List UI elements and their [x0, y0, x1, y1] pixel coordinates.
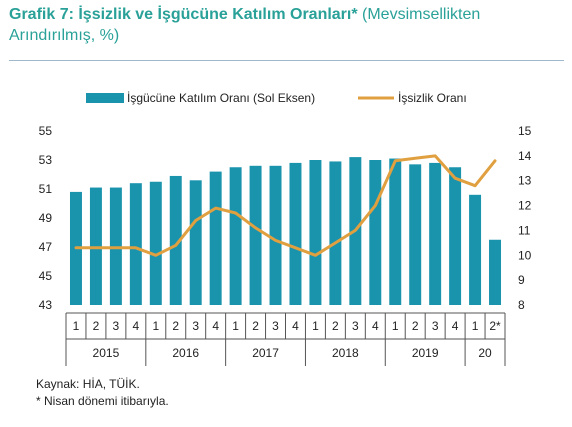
x-year-label: 2018	[332, 346, 359, 360]
x-year-label: 2019	[412, 346, 439, 360]
y-left-tick-label: 45	[39, 269, 53, 283]
footnote: * Nisan dönemi itibarıyla.	[36, 394, 169, 408]
x-tick-label: 1	[232, 319, 239, 333]
y-left-tick-label: 47	[39, 240, 53, 254]
x-tick-label: 2	[412, 319, 419, 333]
x-tick-label: 2	[252, 319, 259, 333]
x-tick-label: 1	[152, 319, 159, 333]
bar-participation	[109, 187, 122, 305]
source-note: Kaynak: HİA, TÜİK.	[36, 377, 140, 391]
x-year-label: 2015	[93, 346, 120, 360]
bar-participation	[449, 167, 462, 305]
chart-footer: Kaynak: HİA, TÜİK. * Nisan dönemi itibar…	[36, 376, 169, 410]
y-left-tick-label: 53	[39, 153, 53, 167]
x-tick-label: 1	[73, 319, 80, 333]
bar-participation	[249, 165, 262, 305]
bar-participation	[189, 180, 202, 305]
chart-title: Grafik 7: İşsizlik ve İşgücüne Katılım O…	[9, 4, 564, 46]
y-right-tick-label: 11	[518, 223, 531, 237]
x-tick-label: 1	[472, 319, 479, 333]
bar-participation	[369, 160, 382, 305]
legend-label-line: İşsizlik Oranı	[398, 91, 467, 105]
x-tick-label: 3	[272, 319, 279, 333]
x-tick-label: 2	[332, 319, 339, 333]
x-year-label: 2017	[252, 346, 279, 360]
bar-participation	[129, 183, 142, 305]
x-tick-label: 1	[392, 319, 399, 333]
y-right-tick-label: 9	[518, 273, 525, 287]
y-right-tick-label: 10	[518, 248, 532, 262]
bar-participation	[389, 158, 402, 305]
bar-participation	[289, 162, 302, 305]
bar-participation	[309, 160, 322, 305]
x-tick-label: 3	[192, 319, 199, 333]
y-left-tick-label: 49	[39, 211, 53, 225]
bar-participation	[209, 171, 222, 305]
x-tick-label: 4	[372, 319, 379, 333]
legend-swatch-bar	[86, 93, 124, 103]
bar-participation	[229, 167, 242, 305]
title-divider	[9, 60, 564, 61]
x-tick-label: 3	[352, 319, 359, 333]
x-tick-label: 3	[432, 319, 439, 333]
y-right-tick-label: 14	[518, 149, 532, 163]
x-year-label: 20	[478, 346, 492, 360]
bar-participation	[489, 239, 502, 305]
chart-title-main: Grafik 7: İşsizlik ve İşgücüne Katılım O…	[9, 6, 358, 23]
bar-participation	[89, 187, 102, 305]
x-tick-label: 4	[212, 319, 219, 333]
x-tick-label: 2*	[489, 319, 501, 333]
x-year-label: 2016	[172, 346, 199, 360]
bar-participation	[469, 194, 482, 305]
x-tick-label: 1	[312, 319, 319, 333]
bar-participation	[329, 161, 342, 305]
y-right-tick-label: 15	[518, 124, 532, 138]
y-left-tick-label: 51	[39, 182, 53, 196]
x-tick-label: 3	[113, 319, 120, 333]
x-tick-label: 4	[132, 319, 139, 333]
bar-participation	[409, 164, 422, 305]
y-left-tick-label: 55	[39, 124, 53, 138]
x-tick-label: 4	[452, 319, 459, 333]
bar-participation	[269, 165, 282, 305]
bar-participation	[169, 175, 182, 305]
x-tick-label: 2	[172, 319, 179, 333]
y-right-tick-label: 13	[518, 174, 532, 188]
bar-participation	[429, 162, 442, 305]
chart-title-subtitle: (Mevsimsellikten Arındırılmış, %)	[9, 6, 481, 44]
y-right-tick-label: 12	[518, 199, 532, 213]
x-tick-label: 2	[93, 319, 100, 333]
y-left-tick-label: 43	[39, 298, 53, 312]
legend-label-bar: İşgücüne Katılım Oranı (Sol Eksen)	[127, 91, 315, 105]
line-unemployment	[74, 154, 497, 257]
y-right-tick-label: 8	[518, 298, 525, 312]
x-tick-label: 4	[292, 319, 299, 333]
bar-participation	[149, 181, 162, 305]
